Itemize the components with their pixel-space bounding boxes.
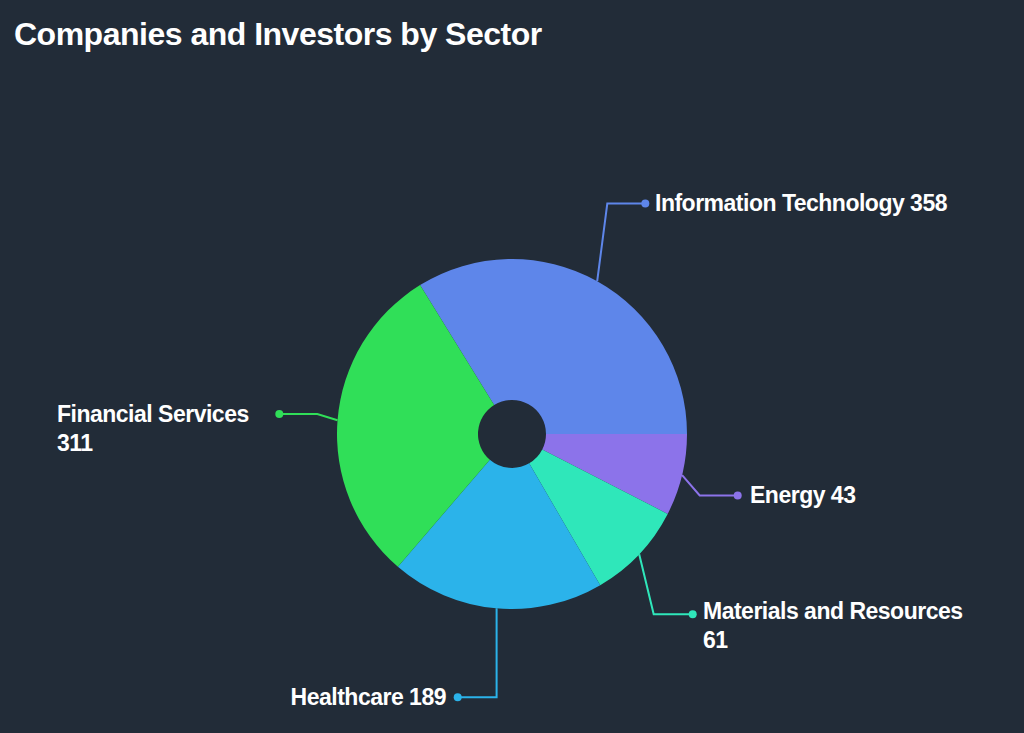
leader-line-information-technology	[597, 204, 645, 282]
label-energy: Energy 43	[750, 481, 855, 510]
leader-line-financial	[279, 414, 337, 420]
label-healthcare: Healthcare 189	[236, 683, 446, 712]
leader-dot-energy	[734, 491, 742, 499]
label-financial-services: Financial Services 311	[57, 400, 257, 458]
leader-line-materials	[639, 554, 693, 614]
leader-dot-healthcare	[454, 693, 462, 701]
label-materials-and-resources: Materials and Resources 61	[703, 597, 973, 655]
leader-dot-information-technology	[641, 200, 649, 208]
leader-dot-materials	[689, 610, 697, 618]
leader-line-energy	[682, 475, 738, 495]
leader-line-healthcare	[458, 608, 497, 697]
label-information-technology: Information Technology 358	[655, 189, 947, 218]
leader-dot-financial	[275, 410, 283, 418]
